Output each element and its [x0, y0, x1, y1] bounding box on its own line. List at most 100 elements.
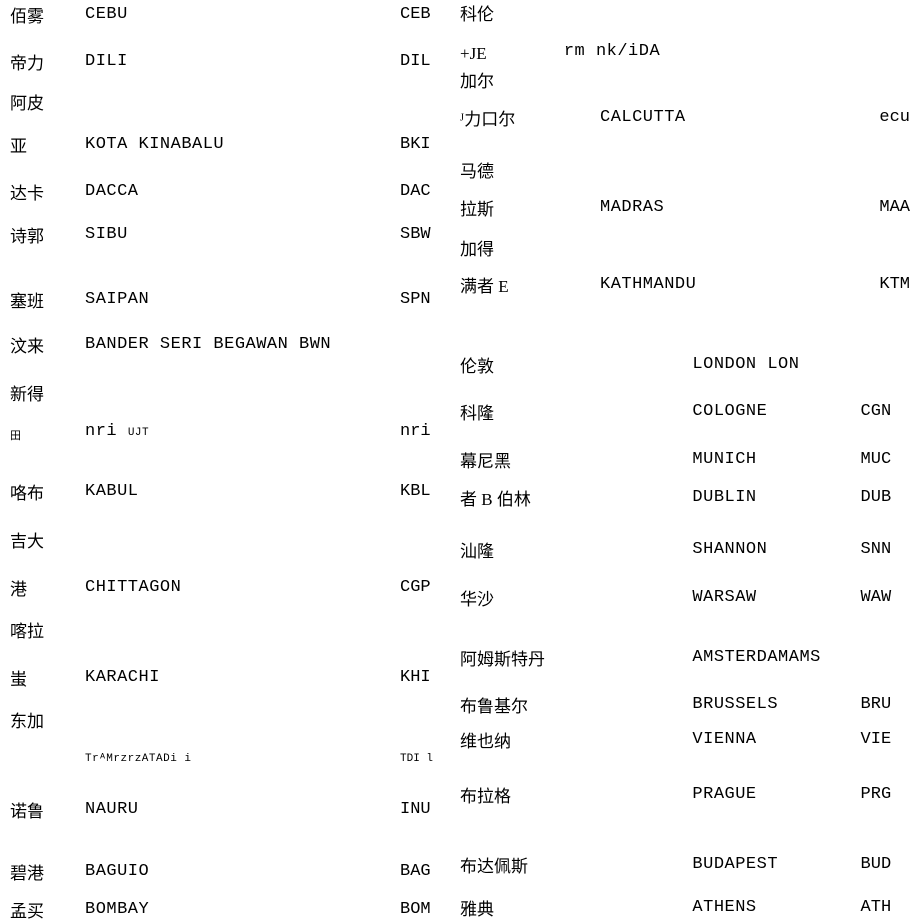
- cn-label: 雅典: [460, 898, 692, 922]
- en-label: KABUL: [85, 482, 400, 501]
- cn-label: 幕尼黑: [460, 450, 692, 474]
- cn-label: 阿皮: [10, 92, 85, 116]
- code-label: PRG: [861, 785, 910, 804]
- code-label: CGP: [400, 578, 460, 597]
- en-label: PRAGUE: [692, 785, 860, 804]
- code-label: SPN: [400, 290, 460, 309]
- en-label: BANDER SERI BEGAWAN BWN: [85, 335, 400, 354]
- right-row: 布拉格PRAGUEPRG: [460, 785, 910, 809]
- code-label: BOM: [400, 900, 460, 919]
- right-row: +JErm nk/iDA: [460, 42, 910, 66]
- code-label: ATH: [861, 898, 910, 917]
- left-row: 碧港BAGUIOBAG: [10, 862, 460, 886]
- left-row: 蚩KARACHIKHI: [10, 668, 460, 692]
- left-row: 吉大: [10, 530, 460, 554]
- en-label: AMSTERDAMAMS: [692, 648, 860, 667]
- en-label: rm nk/iDA: [564, 42, 861, 61]
- right-row: 加得: [460, 238, 910, 262]
- cn-label: 科伦: [460, 3, 600, 27]
- cn-label: 马德: [460, 160, 600, 184]
- cn-label: 帝力: [10, 52, 85, 76]
- cn-label: 者 B 伯林: [460, 488, 692, 512]
- code-label: VIE: [861, 730, 910, 749]
- right-row: 布达佩斯BUDAPESTBUD: [460, 855, 910, 879]
- code-label: BAG: [400, 862, 460, 881]
- en-label: LONDON LON: [692, 355, 860, 374]
- code-label: KBL: [400, 482, 460, 501]
- right-row: 科伦: [460, 3, 910, 27]
- cn-label: 达卡: [10, 182, 85, 206]
- left-row: 诗郭SIBUSBW: [10, 225, 460, 249]
- code-label: MAA: [860, 198, 910, 217]
- cn-label: +JE: [460, 42, 564, 66]
- en-label: DILI: [85, 52, 400, 71]
- en-label: CALCUTTA: [600, 108, 860, 127]
- left-row: 汶来BANDER SERI BEGAWAN BWN: [10, 335, 460, 359]
- cn-label: 蚩: [10, 668, 85, 692]
- en-label: CHITTAGON: [85, 578, 400, 597]
- cn-label: 满者 E: [460, 275, 600, 299]
- code-label: CEB: [400, 5, 460, 24]
- right-row: 马德: [460, 160, 910, 184]
- en-label: SHANNON: [692, 540, 860, 559]
- right-row: 满者 EKATHMANDUKTM: [460, 275, 910, 299]
- left-row: 阿皮: [10, 92, 460, 116]
- cn-label: 塞班: [10, 290, 85, 314]
- left-row: 新得: [10, 383, 460, 407]
- cn-label: 布拉格: [460, 785, 692, 809]
- right-row: 维也纳VIENNAVIE: [460, 730, 910, 754]
- left-row: 帝力DILIDIL: [10, 52, 460, 76]
- en-label: KARACHI: [85, 668, 400, 687]
- code-label: nri: [400, 422, 460, 441]
- cn-label: 港: [10, 578, 85, 602]
- cn-label: 碧港: [10, 862, 85, 886]
- right-row: 华沙WARSAWWAW: [460, 588, 910, 612]
- left-row: 咯布KABULKBL: [10, 482, 460, 506]
- en-label: NAURU: [85, 800, 400, 819]
- en-label: SAIPAN: [85, 290, 400, 309]
- right-row: 拉斯MADRASMAA: [460, 198, 910, 222]
- code-label: TDI l: [400, 748, 460, 767]
- cn-label: 布鲁基尔: [460, 695, 692, 719]
- cn-label: 东加: [10, 710, 85, 734]
- cn-label: 维也纳: [460, 730, 692, 754]
- code-label: SNN: [861, 540, 910, 559]
- code-label: CGN: [861, 402, 910, 421]
- code-label: WAW: [861, 588, 910, 607]
- right-row: ᴶ力口尔CALCUTTAecu: [460, 108, 910, 132]
- en-label: TrᴬMrzrzATADi i: [85, 748, 400, 767]
- left-row: 诺鲁NAURUINU: [10, 800, 460, 824]
- cn-label: 田: [10, 422, 85, 446]
- en-label: VIENNA: [692, 730, 860, 749]
- cn-label: 亚: [10, 135, 85, 159]
- left-row: 东加: [10, 710, 460, 734]
- cn-label: 新得: [10, 383, 85, 407]
- right-row: 科隆COLOGNECGN: [460, 402, 910, 426]
- en-label: BAGUIO: [85, 862, 400, 881]
- right-row: 者 B 伯林DUBLINDUB: [460, 488, 910, 512]
- cn-label: 喀拉: [10, 620, 85, 644]
- en-label: KOTA KINABALU: [85, 135, 400, 154]
- code-label: BKI: [400, 135, 460, 154]
- right-row: 雅典ATHENSATH: [460, 898, 910, 922]
- en-label: BRUSSELS: [692, 695, 860, 714]
- right-row: 布鲁基尔BRUSSELSBRU: [460, 695, 910, 719]
- en-label: DUBLIN: [692, 488, 860, 507]
- cn-label: 科隆: [460, 402, 692, 426]
- code-label: MUC: [861, 450, 910, 469]
- cn-label: 吉大: [10, 530, 85, 554]
- cn-label: 孟买: [10, 900, 85, 924]
- en-label: nri UJT: [85, 422, 400, 441]
- en-label: DACCA: [85, 182, 400, 201]
- right-row: 伦敦 LONDON LON: [460, 355, 910, 379]
- left-row: 亚KOTA KINABALUBKI: [10, 135, 460, 159]
- cn-label: 阿姆斯特丹: [460, 648, 692, 672]
- left-row: 喀拉: [10, 620, 460, 644]
- en-label: MADRAS: [600, 198, 860, 217]
- code-label: KTM: [860, 275, 910, 294]
- code-label: DIL: [400, 52, 460, 71]
- left-row: 田nri UJTnri: [10, 422, 460, 446]
- en-label: BOMBAY: [85, 900, 400, 919]
- left-row: 塞班SAIPANSPN: [10, 290, 460, 314]
- cn-label: 加尔: [460, 70, 600, 94]
